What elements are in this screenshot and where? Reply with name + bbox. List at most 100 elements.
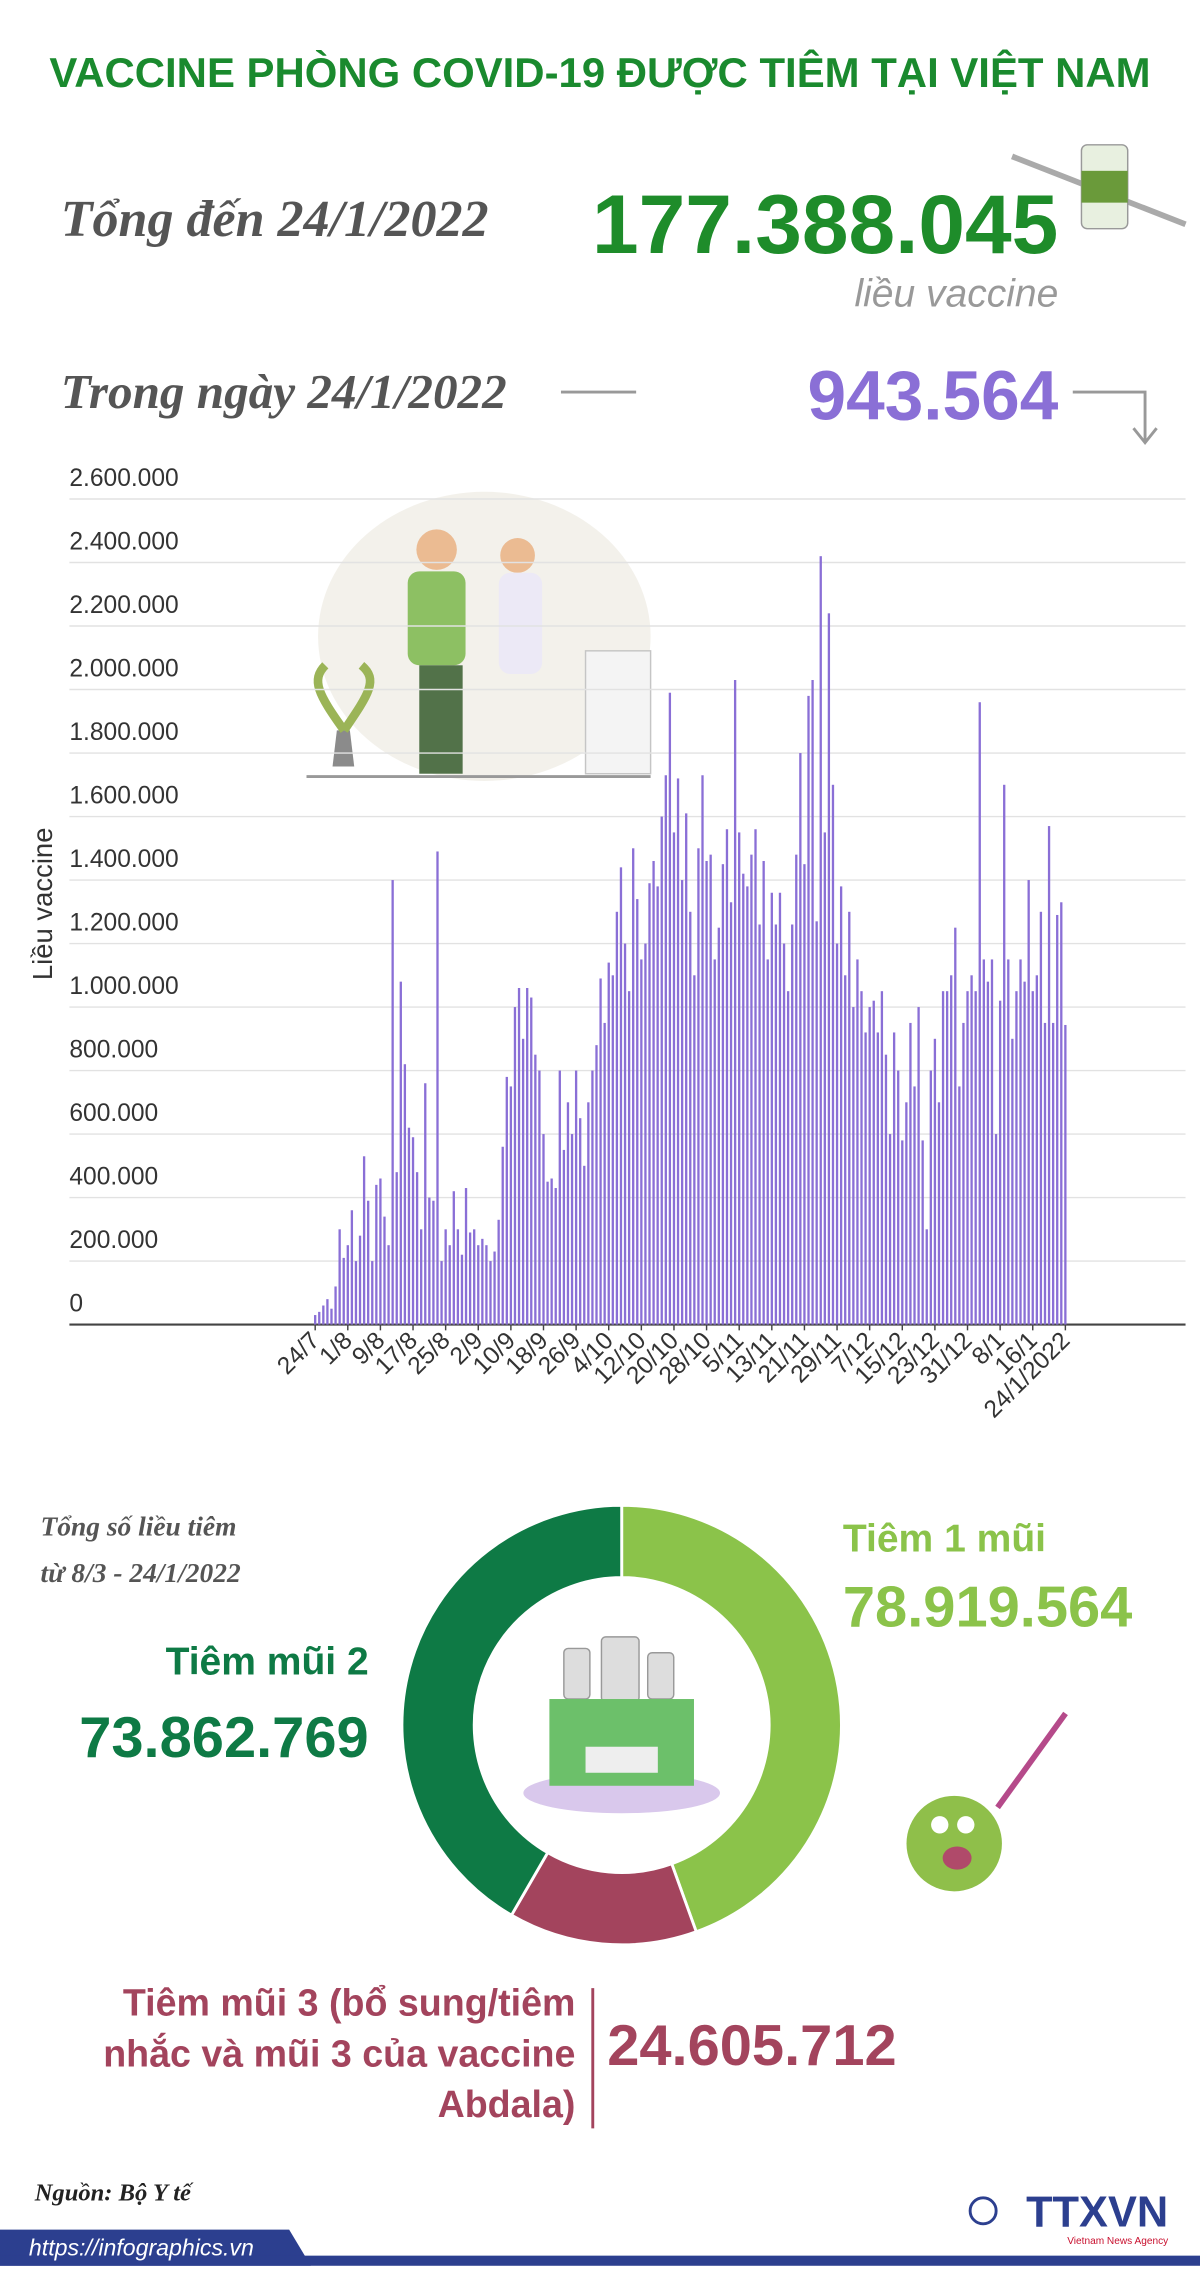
total-value: 177.388.045 xyxy=(592,177,1058,271)
bar xyxy=(990,959,994,1325)
vaccine-icon xyxy=(1010,144,1187,230)
bar xyxy=(656,886,659,1325)
bar xyxy=(583,1165,586,1325)
bar xyxy=(330,1308,333,1325)
bar xyxy=(917,1007,920,1325)
bar xyxy=(872,1000,875,1325)
bar xyxy=(362,1156,366,1325)
bar xyxy=(848,911,851,1325)
y-tick-label: 1.400.000 xyxy=(69,846,178,873)
bar xyxy=(921,1140,924,1325)
bar xyxy=(689,911,692,1325)
box-illustration xyxy=(523,1636,720,1814)
bar xyxy=(538,1070,541,1325)
bar xyxy=(1064,1024,1067,1325)
bar xyxy=(477,1245,480,1325)
deco-arrow xyxy=(1072,390,1158,445)
bar xyxy=(350,1210,354,1325)
bar xyxy=(974,991,977,1325)
bar xyxy=(721,864,725,1325)
bar xyxy=(807,695,810,1325)
bar xyxy=(905,1102,908,1325)
bar xyxy=(607,962,610,1325)
url[interactable]: https://infographics.vn xyxy=(29,2235,254,2261)
bar xyxy=(795,854,798,1325)
bar xyxy=(473,1229,476,1325)
bar xyxy=(1015,991,1018,1325)
bar xyxy=(342,1257,345,1325)
bar xyxy=(856,959,859,1325)
bar xyxy=(554,1188,557,1325)
bar xyxy=(782,943,786,1325)
donut-caption: từ 8/3 - 24/1/2022 xyxy=(40,1558,241,1588)
bar xyxy=(501,1146,504,1325)
bar xyxy=(440,1261,443,1325)
bar xyxy=(1047,826,1051,1325)
bar xyxy=(460,1254,464,1325)
bar xyxy=(534,1054,537,1325)
y-tick-label: 1.000.000 xyxy=(69,973,178,1000)
bar xyxy=(432,1200,435,1325)
bar xyxy=(1035,975,1038,1325)
bar xyxy=(579,1118,582,1325)
bar xyxy=(375,1184,378,1325)
bar xyxy=(587,1102,590,1325)
y-tick-label: 2.000.000 xyxy=(69,656,178,683)
segment-value: 24.605.712 xyxy=(607,2014,896,2078)
brand: TTXVN xyxy=(1026,2189,1168,2237)
bar xyxy=(1027,880,1030,1325)
bar xyxy=(354,1261,358,1325)
bar xyxy=(517,987,521,1325)
bar xyxy=(778,892,782,1325)
bar xyxy=(407,1127,411,1325)
bar xyxy=(379,1178,382,1325)
y-tick-label: 2.600.000 xyxy=(69,465,178,492)
y-tick-label: 200.000 xyxy=(69,1227,158,1254)
bar xyxy=(901,1140,904,1325)
bar xyxy=(717,927,720,1325)
bar xyxy=(611,975,614,1325)
bar xyxy=(766,959,769,1325)
bar xyxy=(591,1070,594,1325)
bar xyxy=(623,943,627,1325)
bar xyxy=(913,1086,916,1325)
day-value: 943.564 xyxy=(808,357,1059,435)
bar xyxy=(713,959,716,1325)
bar xyxy=(864,1032,867,1325)
bar xyxy=(844,975,847,1325)
bar xyxy=(835,943,839,1325)
y-tick-label: 2.200.000 xyxy=(69,592,178,619)
bar xyxy=(403,1064,407,1325)
bar xyxy=(770,892,773,1325)
brand-sub: Vietnam News Agency xyxy=(1067,2236,1169,2247)
bar xyxy=(1051,1022,1055,1325)
bar xyxy=(982,959,985,1325)
bar xyxy=(570,1134,574,1325)
bar xyxy=(314,1315,317,1325)
bar xyxy=(644,943,647,1325)
bar xyxy=(998,1000,1002,1325)
bar xyxy=(358,1235,362,1325)
bar xyxy=(823,832,826,1325)
bar xyxy=(803,864,806,1325)
bar xyxy=(566,1102,570,1325)
title: VACCINE PHÒNG COVID-19 ĐƯỢC TIÊM TẠI VIỆ… xyxy=(49,48,1150,96)
segment-label: Tiêm mũi 2 xyxy=(166,1640,369,1683)
bar xyxy=(428,1197,431,1325)
bar xyxy=(697,848,700,1325)
bar xyxy=(819,556,822,1325)
y-axis-label: Liều vaccine xyxy=(27,828,58,981)
bar xyxy=(550,1178,553,1325)
bar xyxy=(888,1134,892,1325)
bar xyxy=(497,1219,500,1325)
bar xyxy=(725,829,729,1325)
bar xyxy=(950,975,953,1325)
bar xyxy=(632,848,635,1325)
bar xyxy=(318,1311,321,1325)
donut-segment xyxy=(400,1503,624,1918)
day-label: Trong ngày 24/1/2022 xyxy=(61,364,507,419)
bar xyxy=(464,1188,468,1325)
bar xyxy=(1039,911,1043,1325)
